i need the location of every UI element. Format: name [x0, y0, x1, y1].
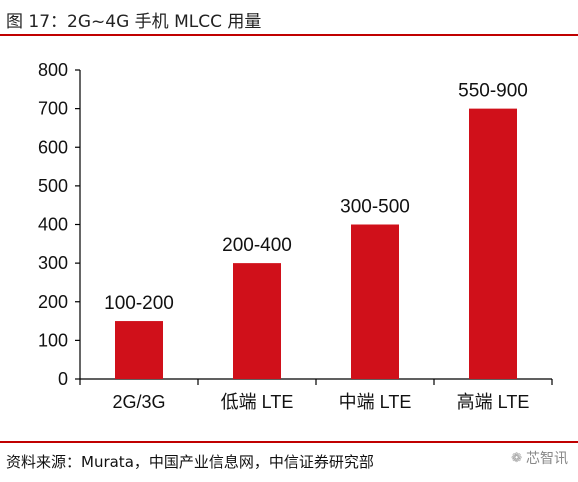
- y-tick-label: 0: [58, 369, 68, 389]
- figure-title: 图 17：2G~4G 手机 MLCC 用量: [6, 12, 262, 32]
- y-tick-label: 700: [38, 99, 68, 119]
- bar: [233, 263, 281, 379]
- source-note: 资料来源：Murata，中国产业信息网，中信证券研究部: [6, 453, 374, 471]
- data-label: 200-400: [222, 235, 292, 256]
- y-tick-label: 200: [38, 292, 68, 312]
- footer-divider: [0, 441, 578, 443]
- x-tick-label: 低端 LTE: [221, 392, 294, 412]
- header-divider: [0, 34, 578, 36]
- bars: [115, 108, 517, 379]
- bar: [469, 108, 517, 379]
- bar: [115, 321, 163, 379]
- y-tick-label: 400: [38, 215, 68, 235]
- x-axis: 2G/3G 低端 LTE 中端 LTE 高端 LTE: [79, 378, 553, 412]
- x-tick-label: 中端 LTE: [339, 392, 412, 412]
- watermark-text: 芯智讯: [526, 451, 568, 467]
- y-tick-label: 300: [38, 253, 68, 273]
- x-tick-label: 高端 LTE: [457, 392, 530, 412]
- y-tick-label: 500: [38, 176, 68, 196]
- bar-chart: 0 100 200 300 400 500 600 700 800 2G/3G 低端 LTE 中端 …: [38, 60, 553, 412]
- y-tick-label: 800: [38, 60, 68, 80]
- y-tick-label: 100: [38, 330, 68, 350]
- wechat-icon: ❁: [511, 450, 522, 466]
- data-label: 300-500: [340, 197, 410, 218]
- y-tick-label: 600: [38, 137, 68, 157]
- y-axis: 0 100 200 300 400 500 600 700 800: [38, 60, 81, 389]
- data-label: 550-900: [458, 81, 528, 102]
- data-labels: 100-200 200-400 300-500 550-900: [104, 81, 528, 314]
- data-label: 100-200: [104, 293, 174, 314]
- bar: [351, 224, 399, 379]
- x-tick-label: 2G/3G: [112, 392, 165, 412]
- watermark: ❁ 芯智讯: [511, 448, 568, 468]
